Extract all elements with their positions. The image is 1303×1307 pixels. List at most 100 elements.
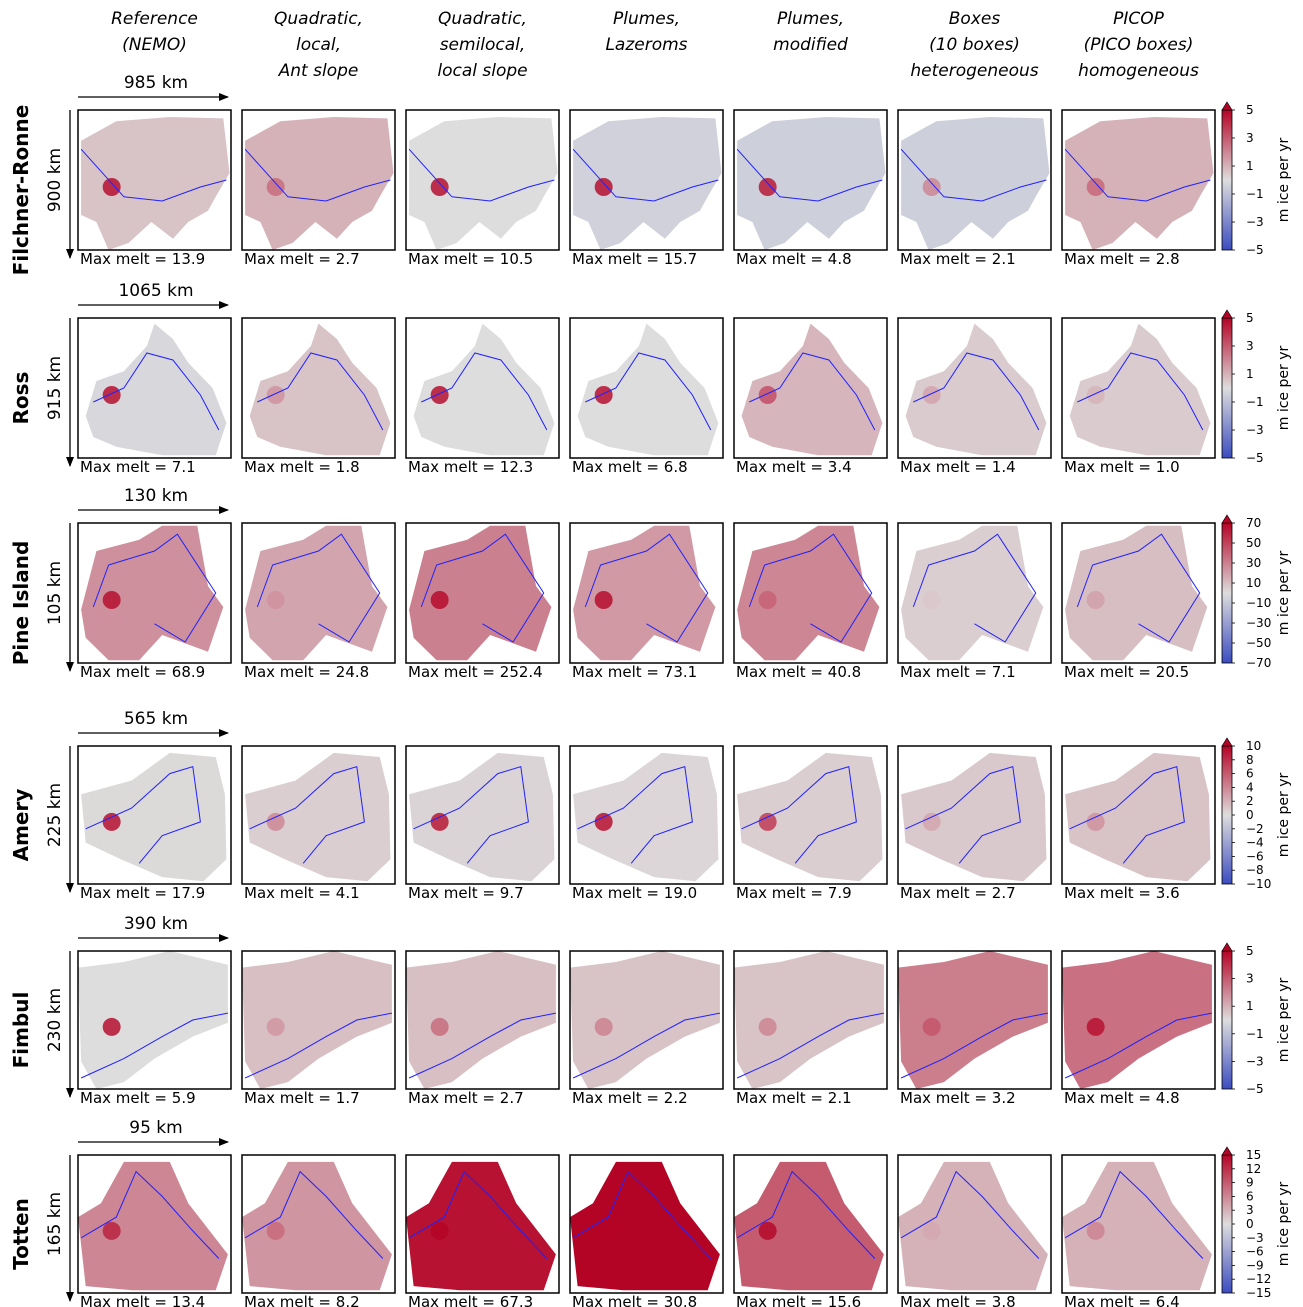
panel-frame — [1061, 317, 1216, 459]
ice-shelf-area — [737, 117, 886, 250]
ice-shelf-area — [78, 951, 228, 1089]
max-melt-label: Max melt = 2.2 — [572, 1089, 688, 1107]
colorbar-tick-label: −1 — [1246, 1027, 1264, 1041]
max-melt-hotspot — [922, 178, 941, 196]
panel-frame — [241, 950, 396, 1090]
column-header-0-line-1: (NEMO) — [122, 35, 187, 55]
ice-shelf-area — [242, 951, 392, 1089]
colorbar-tick-label: −5 — [1246, 243, 1264, 257]
row-3: 565 km 225 km Amery Max melt = 17.9 Max melt… — [9, 709, 1292, 902]
panel-row-2-col-2: Max melt = 252.4 — [405, 522, 560, 681]
panel-row-3-col-6: Max melt = 3.6 — [1061, 745, 1216, 902]
panel-frame — [569, 950, 724, 1090]
ice-shelf-area — [245, 525, 388, 661]
row-0: 985 km 900 km Filchner-Ronne Max melt = 13.… — [9, 73, 1292, 275]
ice-shelf-area — [249, 323, 391, 456]
row-2-name: Pine Island — [9, 541, 33, 666]
max-melt-hotspot — [758, 1017, 777, 1036]
colorbar-unit-label: m ice per yr — [1276, 978, 1292, 1063]
panel-row-0-col-3: Max melt = 15.7 — [569, 109, 724, 268]
colorbar-unit-label: m ice per yr — [1276, 551, 1292, 636]
row-0-name: Filchner-Ronne — [9, 105, 33, 276]
max-melt-hotspot — [266, 591, 285, 609]
panel-row-2-col-4: Max melt = 40.8 — [733, 522, 888, 681]
max-melt-hotspot — [1086, 812, 1105, 831]
colorbar-tick-label: 1 — [1246, 999, 1254, 1013]
colorbar-tick-label: −12 — [1246, 1272, 1271, 1286]
colorbar-tick-label: 5 — [1246, 103, 1254, 117]
panel-row-0-col-0: Max melt = 13.9 — [77, 109, 232, 268]
colorbar-tick-label: 12 — [1246, 1162, 1261, 1176]
panel-row-1-col-0: Max melt = 7.1 — [77, 317, 232, 476]
panel-frame — [241, 317, 396, 459]
row-5-name: Totten — [9, 1198, 33, 1270]
row-0-colorbar: 5 3 1 −1 −3 −5 m ice per yr — [1221, 101, 1292, 257]
colorbar-tick-label: −70 — [1246, 656, 1271, 670]
column-header-2-line-2: local slope — [437, 61, 527, 81]
max-melt-label: Max melt = 2.7 — [900, 884, 1016, 902]
panel-frame — [1061, 745, 1216, 885]
grounding-line — [420, 533, 545, 643]
max-melt-hotspot — [1086, 1221, 1105, 1240]
ice-shelf-area — [577, 323, 719, 456]
panel-frame — [77, 1154, 232, 1294]
ice-shelf-area — [898, 1161, 1048, 1291]
panel-frame — [405, 317, 560, 459]
colorbar-gradient — [1221, 950, 1233, 1090]
panel-row-5-col-2: Max melt = 67.3 — [405, 1154, 560, 1307]
grounding-line — [421, 352, 548, 431]
max-melt-hotspot — [922, 812, 941, 831]
max-melt-label: Max melt = 3.6 — [1064, 884, 1180, 902]
ice-shelf-area — [570, 1161, 720, 1291]
colorbar-tick-label: −30 — [1246, 616, 1271, 630]
ice-shelf-area — [1065, 525, 1208, 661]
max-melt-label: Max melt = 12.3 — [408, 458, 533, 476]
colorbar-tick-label: −1 — [1246, 187, 1264, 201]
ice-shelf-area — [1062, 951, 1212, 1089]
max-melt-hotspot — [758, 1221, 777, 1240]
colorbar-tick-label: −5 — [1246, 1082, 1264, 1096]
ice-shelf-area — [573, 117, 722, 250]
ice-shelf-area — [901, 117, 1050, 250]
row-4-width-label: 390 km — [124, 914, 188, 934]
max-melt-hotspot — [430, 591, 449, 609]
max-melt-label: Max melt = 7.1 — [80, 458, 196, 476]
max-melt-label: Max melt = 17.9 — [80, 884, 205, 902]
max-melt-label: Max melt = 2.1 — [736, 1089, 852, 1107]
max-melt-hotspot — [1086, 386, 1105, 404]
ice-shelf-area — [85, 323, 227, 456]
panel-row-4-col-6: Max melt = 4.8 — [1061, 950, 1216, 1107]
colorbar-gradient — [1221, 317, 1233, 459]
grounding-line — [1064, 148, 1211, 202]
max-melt-hotspot — [102, 386, 121, 404]
panel-frame — [569, 109, 724, 251]
max-melt-hotspot — [922, 1017, 941, 1036]
row-1: 1065 km 915 km Ross Max melt = 7.1 Max melt … — [9, 281, 1292, 476]
row-5: 95 km 165 km Totten Max melt = 13.4 Max melt… — [9, 1118, 1292, 1307]
max-melt-hotspot — [758, 178, 777, 196]
max-melt-label: Max melt = 40.8 — [736, 663, 861, 681]
row-0-width-label: 985 km — [124, 73, 188, 93]
max-melt-label: Max melt = 13.9 — [80, 250, 205, 268]
max-melt-hotspot — [430, 386, 449, 404]
max-melt-label: Max melt = 24.8 — [244, 663, 369, 681]
colorbar-tick-label: −3 — [1246, 423, 1264, 437]
figure-rows: 985 km 900 km Filchner-Ronne Max melt = 13.… — [9, 73, 1292, 1307]
panel-frame — [77, 317, 232, 459]
panel-row-0-col-2: Max melt = 10.5 — [405, 109, 560, 268]
grounding-line — [900, 1012, 1048, 1079]
grounding-line — [85, 766, 201, 864]
panel-row-0-col-5: Max melt = 2.1 — [897, 109, 1052, 268]
colorbar-tick-label: −4 — [1246, 836, 1264, 850]
ice-shelf-area — [406, 1161, 556, 1291]
colorbar-gradient — [1221, 109, 1233, 251]
max-melt-label: Max melt = 7.9 — [736, 884, 852, 902]
colorbar-tick-label: 50 — [1246, 536, 1261, 550]
panel-frame — [897, 522, 1052, 664]
colorbar-tick-label: −10 — [1246, 877, 1271, 891]
ice-shelf-area — [409, 117, 558, 250]
colorbar-tick-label: −3 — [1246, 1054, 1264, 1068]
colorbar-tick-label: 8 — [1246, 753, 1254, 767]
colorbar-tick-label: 2 — [1246, 794, 1254, 808]
